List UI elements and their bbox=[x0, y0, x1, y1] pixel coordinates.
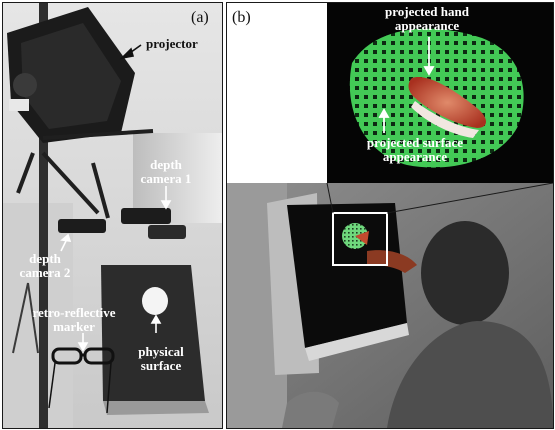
inset-highlight-box bbox=[332, 212, 388, 266]
tripod bbox=[12, 282, 39, 354]
glasses-shape bbox=[48, 347, 115, 414]
label-depth-camera-1: depth camera 1 bbox=[140, 157, 192, 186]
mount-pole bbox=[39, 3, 48, 428]
mount-arms bbox=[16, 129, 154, 219]
panel-b-photo bbox=[227, 3, 553, 428]
label-projected-hand-appearance: projected hand appearance bbox=[385, 4, 469, 33]
physical-surface-dome bbox=[142, 287, 168, 315]
zoom-projected-hand bbox=[408, 77, 486, 128]
depth-camera-1-shape bbox=[121, 208, 186, 239]
panel-a: (a) projector depth camera 1 depth camer… bbox=[2, 2, 223, 429]
panel-b-letter: (b) bbox=[232, 9, 251, 26]
depth-camera-2-shape bbox=[58, 219, 106, 233]
panel-b-arrows bbox=[378, 37, 435, 133]
table-surface bbox=[101, 265, 205, 401]
label-depth-camera-2: depth camera 2 bbox=[19, 251, 71, 280]
panel-a-photo bbox=[3, 3, 222, 428]
projector-shape bbox=[7, 7, 135, 143]
label-physical-surface: physical surface bbox=[138, 344, 184, 373]
label-projector: projector bbox=[146, 36, 198, 51]
label-projected-surface-appearance: projected surface appearance bbox=[366, 135, 464, 164]
panel-b: (b) projected hand appearance projected … bbox=[226, 2, 554, 429]
label-retro-reflective-marker: retro-reflective marker bbox=[32, 305, 116, 334]
panel-a-letter: (a) bbox=[191, 9, 209, 26]
panel-a-arrows bbox=[119, 44, 142, 60]
projection-board bbox=[287, 203, 407, 348]
zoom-inset bbox=[327, 3, 553, 183]
person bbox=[367, 221, 553, 428]
